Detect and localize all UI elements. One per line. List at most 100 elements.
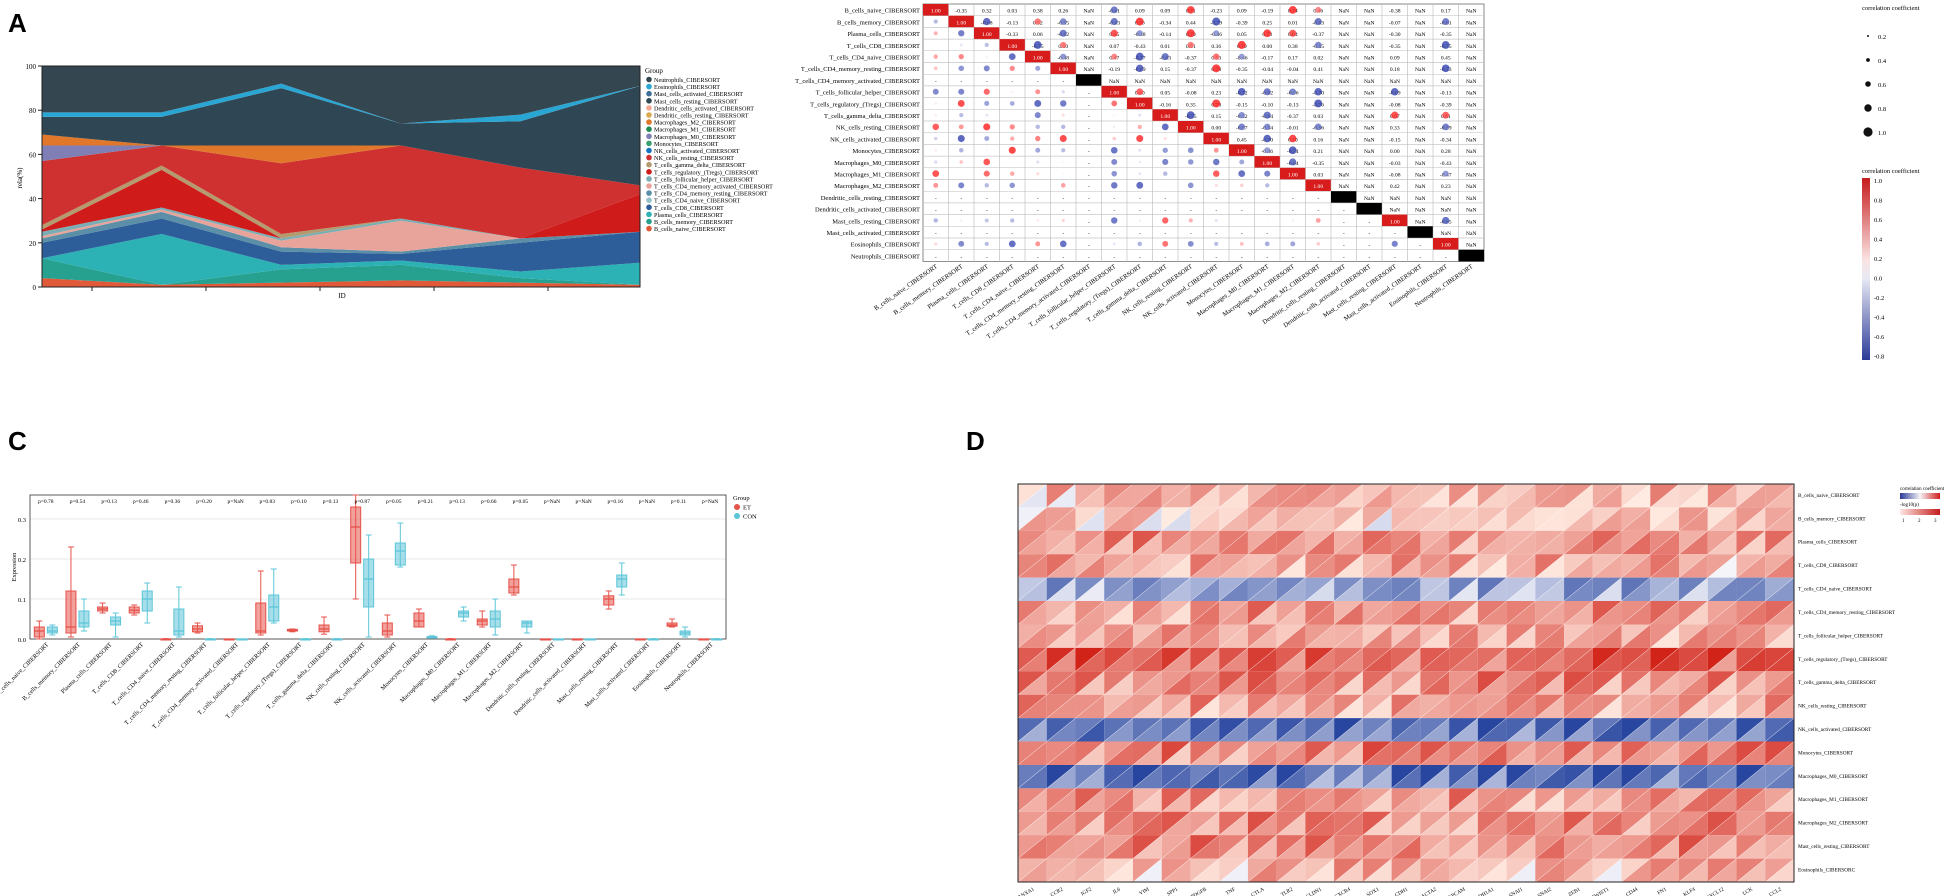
cell-diagonal [1362, 600, 1392, 625]
empty-mark: - [960, 196, 962, 202]
corr-value: NaN [1440, 79, 1451, 85]
y-axis-title: Expression [11, 552, 18, 582]
legend-dot-plasma [646, 211, 652, 218]
panel-d-label: D [966, 426, 985, 456]
corr-dot [1240, 183, 1244, 188]
corr-dot [1059, 29, 1067, 37]
cell-diagonal [1650, 483, 1680, 508]
cell-diagonal [1765, 858, 1795, 883]
cell-diagonal [1506, 858, 1536, 883]
corr-dot [1136, 88, 1144, 96]
legend-bar-1 [1900, 493, 1940, 499]
col-label: SNAI1 [1508, 886, 1524, 896]
cell-diagonal [1621, 600, 1651, 625]
corr-value: -0.37 [1185, 56, 1197, 62]
cell-diagonal [1563, 554, 1593, 578]
cell-diagonal [1334, 624, 1364, 649]
cell-diagonal [1190, 788, 1220, 812]
cell-diagonal [1334, 811, 1364, 836]
row-label: B_cells_memory_CIBERSORT [1798, 516, 1866, 522]
size-legend-label: 0.2 [1878, 34, 1886, 41]
corr-dot [1315, 6, 1322, 13]
cell-diagonal [1276, 577, 1306, 602]
corr-dot [1034, 99, 1042, 107]
corr-dot [1391, 88, 1399, 96]
legend-label: B_cells_naive_CIBERSORT [654, 226, 726, 233]
corr-value: NaN [1338, 161, 1349, 167]
corr-value: NaN [1083, 20, 1094, 26]
con-box-box [141, 590, 153, 612]
corr-dot [1263, 29, 1272, 38]
corr-dot [958, 88, 965, 95]
cell-diagonal [1132, 577, 1162, 602]
legend-label: B_cells_memory_CIBERSORT [654, 219, 733, 226]
cell-diagonal [1506, 483, 1536, 508]
cell-diagonal [1247, 483, 1277, 508]
corr-value: -0.34 [1440, 137, 1452, 143]
cell-diagonal [1362, 647, 1392, 672]
corr-dot [1136, 135, 1144, 143]
row-label: Macrophages_M1_CIBERSORT [834, 172, 920, 179]
corr-dot [1136, 30, 1143, 37]
corr-dot [959, 43, 963, 47]
corr-value: NaN [1415, 173, 1426, 179]
cell-diagonal [1621, 717, 1651, 742]
cell-diagonal [1219, 530, 1249, 555]
corr-value: -0.15 [1389, 137, 1401, 143]
cell-diagonal [1592, 835, 1622, 859]
col-label: TNF [1225, 887, 1237, 896]
corr-dot [1161, 53, 1169, 61]
row-label: Eosinophils_CIBERSORC [1798, 867, 1856, 873]
corr-value: -0.10 [1261, 102, 1273, 108]
con-box-box [78, 610, 90, 628]
empty-mark: - [986, 254, 988, 260]
diag-cell [1254, 156, 1280, 168]
diag-cell [1331, 191, 1357, 203]
cell-diagonal [1621, 811, 1651, 836]
cell-diagonal [1736, 717, 1766, 742]
diag-value: 1.00 [1441, 243, 1451, 249]
corr-dot [1263, 134, 1271, 143]
legend-dot-t8 [646, 204, 652, 211]
cell-diagonal [1592, 554, 1622, 578]
corr-dot [960, 172, 963, 175]
empty-mark: - [1215, 254, 1217, 260]
corr-dot [1289, 29, 1297, 37]
corr-dot [1036, 184, 1039, 187]
corr-dot [958, 240, 965, 247]
cell-diagonal [1247, 858, 1277, 883]
cell-diagonal [1707, 717, 1737, 742]
cell-diagonal [1362, 624, 1392, 649]
cell-diagonal [1592, 647, 1622, 672]
legend-label: Macrophages_M0_CIBERSORT [654, 134, 736, 141]
cell-diagonal [1046, 717, 1076, 742]
plot-frame [29, 494, 727, 640]
p-value-label: p=0.21 [418, 499, 434, 505]
row-label: NK_cells_resting_CIBERSORT [836, 125, 920, 132]
cell-diagonal [1592, 507, 1622, 531]
legend-label: T_cells_CD4_naive_CIBERSORT [654, 198, 740, 205]
cell-diagonal [1017, 483, 1047, 508]
corr-dot [1214, 183, 1218, 187]
p-value-label: p=0.54 [70, 499, 86, 505]
cell-diagonal [1736, 835, 1766, 859]
cell-diagonal [1161, 507, 1191, 531]
empty-mark: - [1011, 231, 1013, 237]
area-series-tfh [42, 207, 640, 241]
row-label: T_cells_regulatory_(Tregs)_CIBERSORT [810, 101, 920, 108]
cell-diagonal [1736, 647, 1766, 672]
corr-value: -0.19 [1108, 67, 1120, 73]
legend-dot-nk_rest [646, 154, 652, 161]
corr-dot [1441, 64, 1450, 73]
et-box-box [350, 506, 362, 564]
cell-diagonal [1707, 507, 1737, 531]
cell-diagonal [1621, 858, 1651, 883]
empty-mark: - [1139, 254, 1141, 260]
corr-dot [1314, 88, 1322, 96]
row-label: Dendritic_cells_activated_CIBERSORT [815, 207, 920, 214]
cell-diagonal [1736, 764, 1766, 789]
cell-diagonal [1448, 858, 1478, 883]
corr-value: 0.09 [1135, 9, 1145, 15]
legend-label: Mast_cells_resting_CIBERSORT [654, 98, 738, 105]
cell-diagonal [1132, 624, 1162, 649]
